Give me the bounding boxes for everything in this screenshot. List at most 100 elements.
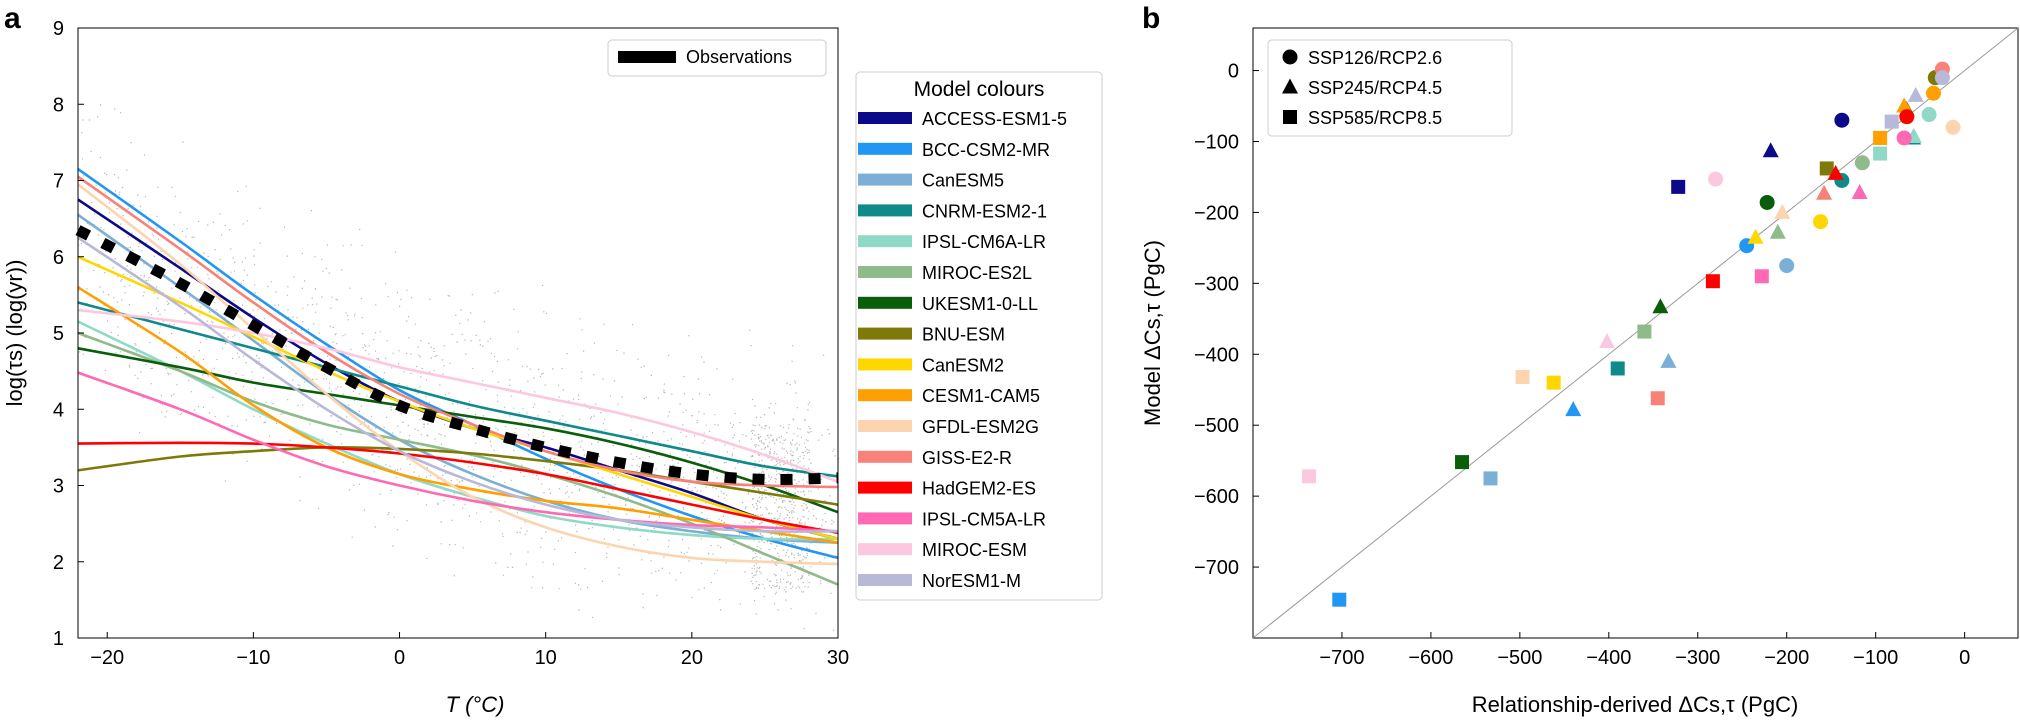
panel-b-ticks: −700 −600 −500 −400 −300 −200 −100 0 −700 −600 −50… (1194, 61, 1970, 669)
panel-letter-b: b (1142, 2, 1160, 35)
legend-label-ipsl-cm6a-lr: IPSL-CM6A-LR (922, 232, 1046, 252)
y-tick-label: 6 (53, 247, 64, 269)
model-legend-box (855, 71, 1103, 601)
legend-swatch-bnu-esm (858, 327, 912, 340)
point-noresm1-m (1907, 86, 1924, 102)
scenario-legend-marker-square (1283, 110, 1297, 124)
x-tick-label: 20 (681, 647, 703, 669)
legend-swatch-noresm1-m (858, 574, 912, 586)
observations-legend: Observations (607, 39, 827, 77)
scenario-legend-marker-triangle (1282, 78, 1298, 94)
point-cesm1-cam5 (1873, 130, 1888, 145)
y-tick-label: 5 (53, 323, 64, 345)
legend-swatch-gfdl-esm2g (858, 420, 912, 432)
panel-b-ylabel: Model ΔCs,τ (PgC) (1140, 240, 1165, 426)
y-tick-label: −600 (1194, 486, 1239, 508)
point-bcc-csm2-mr (1332, 592, 1347, 607)
x-tick-label: −400 (1586, 647, 1631, 669)
model-curve-canesm5 (77, 213, 839, 544)
model-curve-gfdl-esm2g (77, 183, 839, 566)
model-legend-title: Model colours (914, 78, 1045, 101)
y-tick-label: −300 (1194, 273, 1239, 295)
x-tick-label: −500 (1497, 647, 1542, 669)
model-curve-canesm2 (77, 255, 839, 541)
y-tick-label: 9 (53, 18, 64, 40)
legend-label-ipsl-cm5a-lr: IPSL-CM5A-LR (922, 509, 1046, 529)
panel-b-plot: −700 −600 −500 −400 −300 −200 −100 0 −700 −600 −50… (1140, 27, 2019, 717)
observations-legend-box (607, 39, 827, 77)
point-hadgem2-es (1899, 109, 1915, 125)
point-canesm5 (1660, 352, 1677, 368)
x-tick-label: 0 (1959, 647, 1970, 669)
model-curve-noresm1-m (77, 236, 839, 533)
x-tick-label: −20 (90, 647, 124, 669)
x-tick-label: −600 (1408, 647, 1453, 669)
panel-a-ticks: −20 −10 0 10 20 30 1 2 3 4 5 6 7 8 9 (53, 18, 849, 669)
point-canesm5 (1483, 471, 1498, 486)
scenario-legend-box (1267, 39, 1513, 137)
point-ipsl-cm5a-lr (1754, 269, 1769, 284)
legend-label-hadgem2-es: HadGEM2-ES (922, 479, 1036, 499)
point-miroc-esm (1302, 469, 1317, 484)
panel-a-ylabel: log(τs) (log(yr)) (2, 260, 27, 407)
x-tick-label: −100 (1853, 647, 1898, 669)
point-gfdl-esm2g (1515, 369, 1530, 384)
point-ukesm1-0-ll (1455, 455, 1470, 470)
y-tick-label: −100 (1194, 131, 1239, 153)
legend-label-canesm5: CanESM5 (922, 171, 1004, 191)
point-cesm1-cam5 (1925, 85, 1941, 101)
y-tick-label: 7 (53, 171, 64, 193)
legend-swatch-ipsl-cm5a-lr (858, 512, 912, 525)
legend-swatch-canesm2 (858, 358, 912, 371)
point-hadgem2-es (1705, 274, 1720, 289)
scenario-legend-label: SSP585/RCP8.5 (1308, 108, 1442, 128)
legend-swatch-giss-e2-r (858, 450, 912, 463)
point-bcc-csm2-mr (1565, 401, 1582, 417)
y-tick-label: −400 (1194, 344, 1239, 366)
y-tick-label: 8 (53, 94, 64, 116)
x-tick-label: 10 (535, 647, 557, 669)
point-canesm5 (1779, 258, 1795, 274)
x-tick-label: 0 (394, 647, 405, 669)
legend-label-cnrm-esm2-1: CNRM-ESM2-1 (922, 201, 1047, 221)
y-tick-label: 0 (1228, 61, 1239, 83)
point-miroc-es2l (1769, 223, 1786, 239)
model-curves (77, 168, 839, 586)
model-curve-miroc-es2l (77, 331, 839, 586)
point-access-esm1-5 (1762, 142, 1779, 158)
legend-label-noresm1-m: NorESM1-M (922, 571, 1021, 591)
legend-swatch-canesm5 (858, 173, 912, 186)
point-giss-e2-r (1816, 184, 1833, 200)
legend-label-miroc-esm: MIROC-ESM (922, 540, 1027, 560)
y-tick-label: 3 (53, 476, 64, 498)
point-access-esm1-5 (1834, 112, 1850, 128)
legend-label-canesm2: CanESM2 (922, 355, 1004, 375)
y-tick-label: 4 (53, 399, 64, 421)
point-miroc-esm (1708, 171, 1724, 187)
point-ukesm1-0-ll (1759, 194, 1775, 210)
point-giss-e2-r (1650, 391, 1665, 406)
point-gfdl-esm2g (1774, 203, 1791, 219)
model-curve-miroc-esm (77, 308, 839, 483)
point-ipsl-cm6a-lr (1921, 107, 1937, 123)
model-colours-legend: Model colours ACCESS-ESM1-5 BCC-CSM2-MR Ca… (855, 71, 1103, 601)
model-curve-hadgem2-es (77, 441, 839, 535)
point-miroc-esm (1599, 333, 1616, 349)
legend-swatch-miroc-es2l (858, 266, 912, 278)
x-tick-label: −300 (1675, 647, 1720, 669)
observation-point-cloud (78, 104, 840, 631)
model-curve-ukesm1-0-ll (77, 347, 839, 514)
observations-curve (75, 225, 839, 486)
point-ipsl-cm5a-lr (1896, 130, 1912, 146)
panel-a-plot: −20 −10 0 10 20 30 1 2 3 4 5 6 7 8 9 T (°C) log(τs) (l… (2, 18, 1103, 717)
point-hadgem2-es (1827, 164, 1844, 180)
legend-swatch-ukesm1-0-ll (858, 296, 912, 309)
legend-label-gfdl-esm2g: GFDL-ESM2G (922, 417, 1039, 437)
observations-legend-label: Observations (686, 47, 792, 67)
model-curve-ipsl-cm5a-lr (77, 371, 839, 533)
legend-label-access-esm1-5: ACCESS-ESM1-5 (922, 109, 1067, 129)
y-tick-label: −700 (1194, 557, 1239, 579)
point-miroc-es2l (1854, 155, 1870, 171)
legend-swatch-miroc-esm (858, 543, 912, 556)
